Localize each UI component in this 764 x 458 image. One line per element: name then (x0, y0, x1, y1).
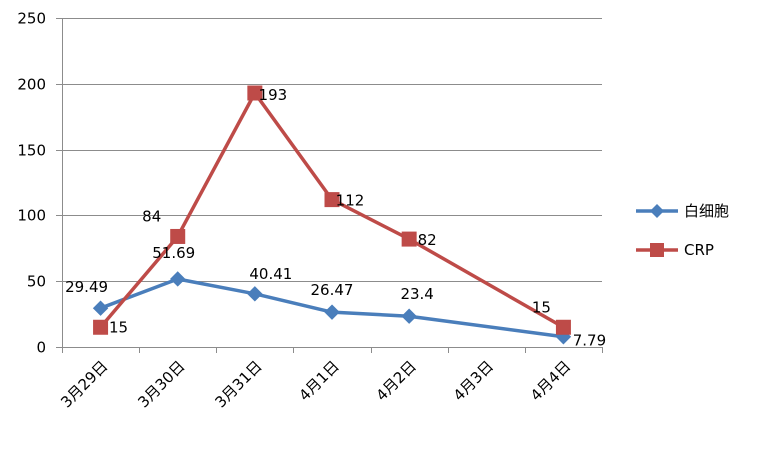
x-tick-label: 4月3日 (450, 357, 497, 404)
x-tick-label: 3月29日 (57, 357, 111, 411)
data-labels: 29.49 51.69 40.41 26.47 23.4 7.79 15 84 193 112 82… (65, 86, 606, 350)
legend-marker-diamond (650, 204, 664, 218)
x-tick-label: 3月31日 (211, 357, 265, 411)
legend-marker-square (650, 243, 664, 257)
legend-label: CRP (684, 241, 714, 259)
data-label: 193 (259, 86, 288, 104)
data-point-square (247, 85, 263, 101)
data-point-diamond (92, 300, 109, 316)
y-tick-label: 0 (36, 339, 46, 357)
data-point-square (170, 228, 186, 244)
data-label: 112 (336, 192, 365, 210)
series-line-crp (98, 91, 566, 330)
data-point-diamond (401, 308, 417, 324)
data-label: 15 (109, 318, 128, 336)
data-point-square (555, 319, 571, 335)
x-tick-label: 4月2日 (373, 357, 420, 404)
data-label: 40.41 (249, 265, 292, 283)
x-tick-label: 4月1日 (295, 357, 342, 404)
y-tick-label: 150 (17, 142, 46, 160)
series-line-wbc (98, 277, 566, 339)
y-tick-label: 200 (17, 76, 46, 94)
data-point-diamond (170, 271, 186, 287)
data-point-square (401, 231, 417, 247)
data-label: 26.47 (311, 281, 354, 299)
data-point-square (93, 319, 109, 335)
data-label: 29.49 (65, 278, 108, 296)
x-tick-label: 3月30日 (134, 357, 188, 411)
data-label: 7.79 (573, 332, 606, 350)
x-tick-label: 4月4日 (527, 357, 574, 404)
legend-label: 白细胞 (684, 202, 729, 220)
data-label: 82 (418, 231, 437, 249)
series-layer (92, 85, 572, 345)
y-tick-label: 100 (17, 207, 46, 225)
legend: 白细胞 CRP (636, 202, 729, 259)
axes: 0 50 100 150 200 250 3月29日 3月30日 3月31日 4月1日 4月2日 4月… (17, 10, 603, 411)
data-label: 23.4 (400, 285, 433, 303)
data-label: 51.69 (152, 244, 195, 262)
data-point-diamond (324, 304, 340, 320)
data-point-square (324, 192, 340, 208)
data-label: 84 (142, 207, 161, 225)
y-tick-label: 250 (17, 10, 46, 28)
data-label: 15 (532, 298, 551, 316)
y-tick-label: 50 (27, 273, 46, 291)
data-point-diamond (247, 286, 263, 302)
